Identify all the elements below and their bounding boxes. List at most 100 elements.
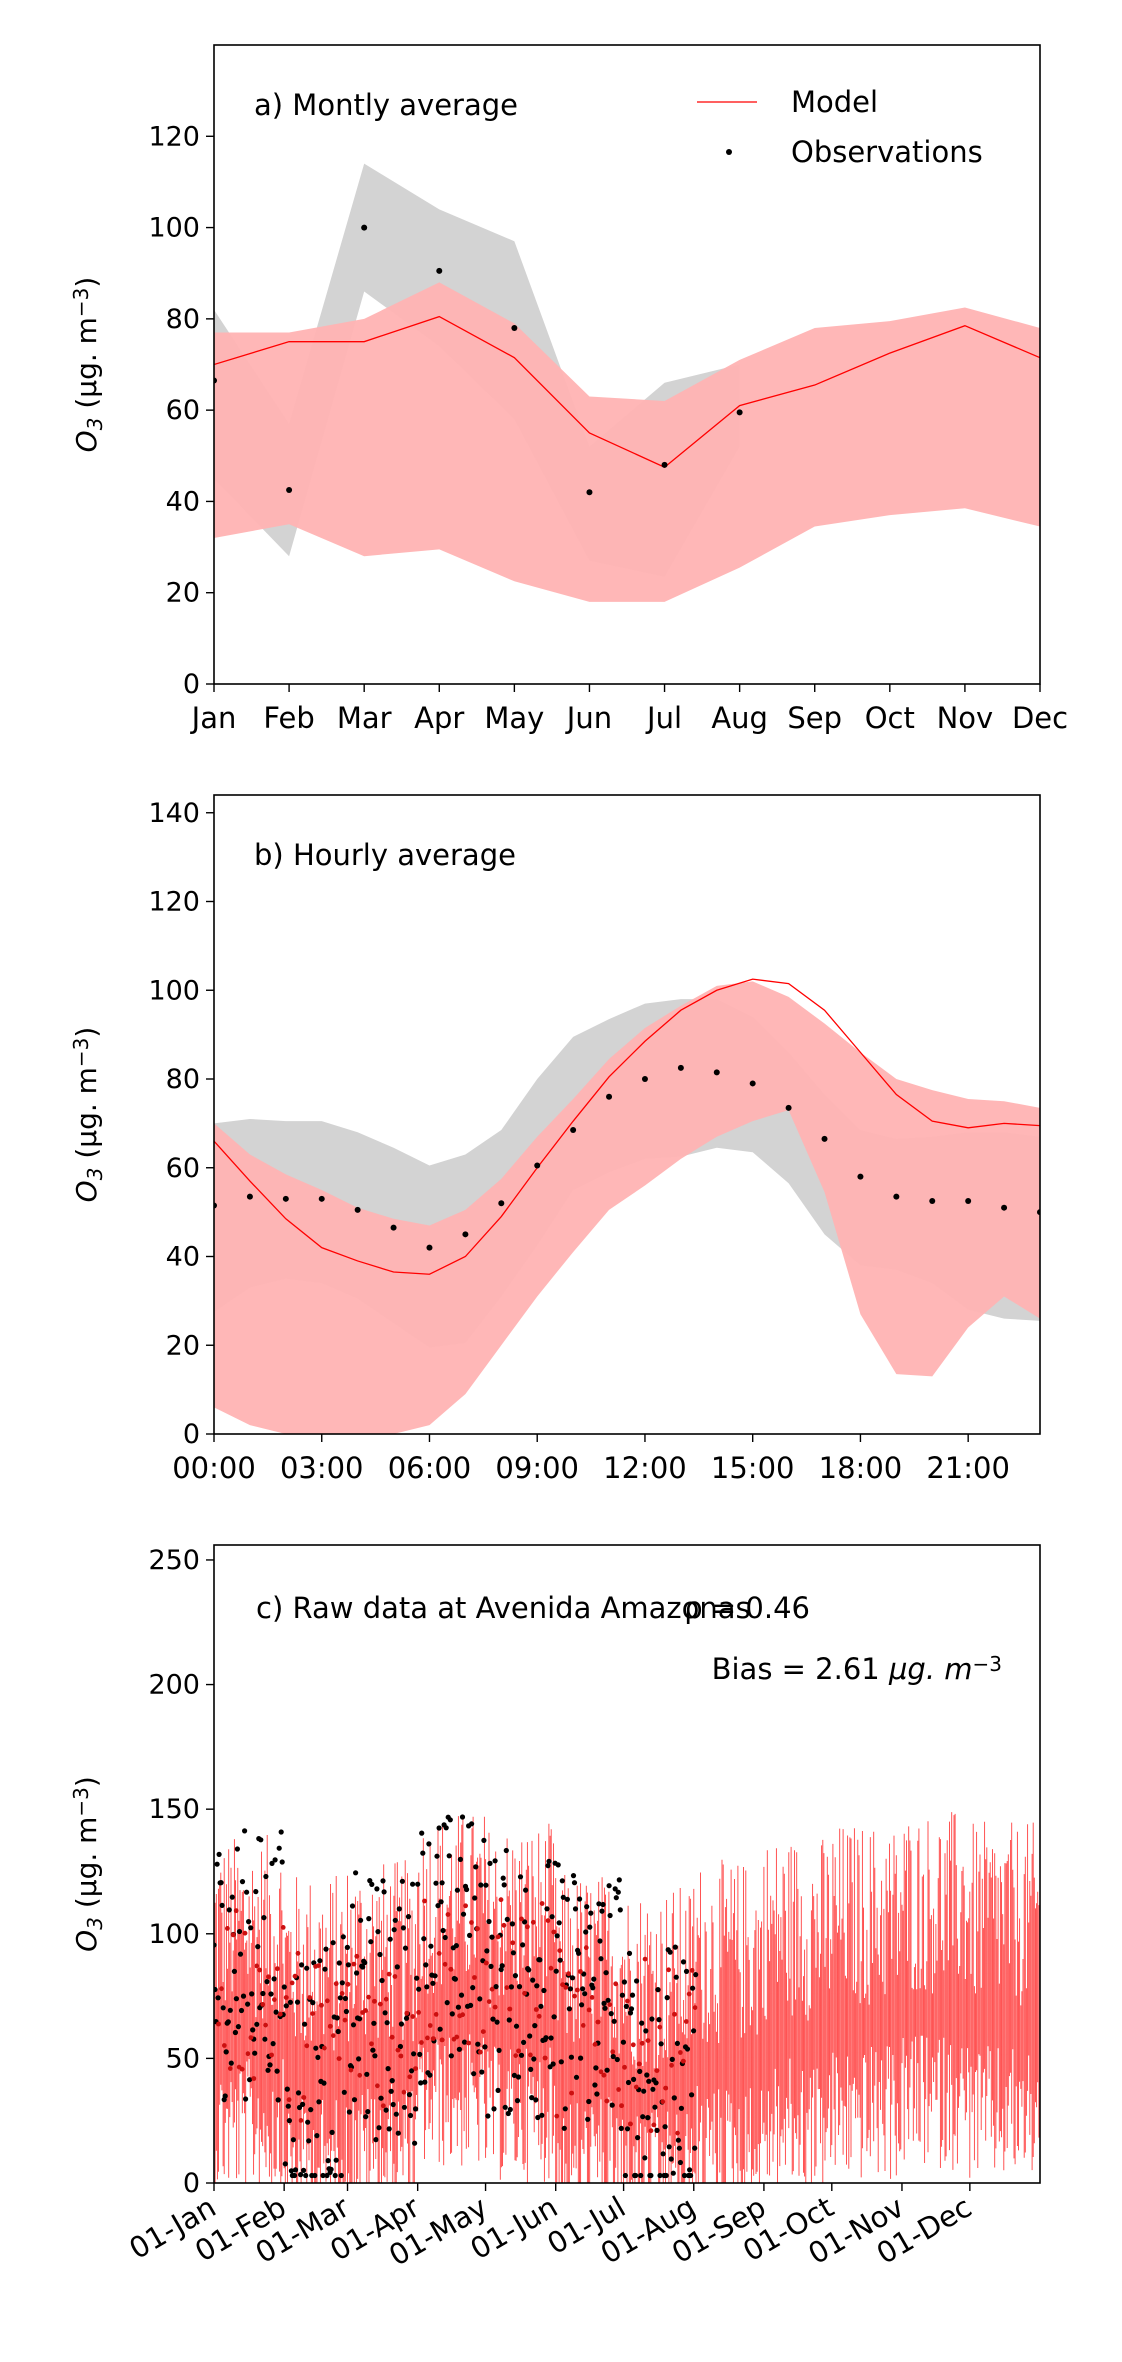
observation-point [402,1945,409,1951]
observation-point [384,2020,390,2026]
model-point [433,2012,439,2017]
model-point [578,1969,583,1974]
observation-point [340,1934,346,1940]
observation-point [358,1917,364,1923]
observation-point [586,489,593,496]
model-point [319,2002,324,2008]
model-point [483,1960,489,1966]
model-point [413,2066,418,2072]
observation-point [269,1860,275,1866]
observation-point [305,2119,311,2125]
observation-point [403,2015,410,2021]
model-point [448,1966,454,1972]
model-point [510,1940,516,1946]
model-point [366,1994,371,2000]
panel-a-monthly-average: 0 20 40 60 80 100 120 Jan Feb Mar Apr May Jun Jul Aug S… [69,44,1068,735]
observation-point [363,2114,369,2120]
observation-point [546,1858,552,1864]
y-axis-label-part: O [70,1930,103,1952]
model-point [533,2007,539,2012]
y-tick-label: 40 [166,1242,200,1273]
observation-point [893,1193,900,1200]
observation-point [302,2021,308,2027]
observation-point [582,1991,588,1997]
model-point [430,2036,436,2041]
correlation-label: ρ = 0.46 [684,1591,810,1625]
observation-point [643,2028,649,2034]
observation-point [736,409,743,416]
observation-point [419,1830,425,1836]
observation-point [411,2051,417,2057]
observation-point [662,2124,668,2130]
observation-point [586,2098,592,2105]
model-point [651,2122,657,2128]
model-point [489,1986,495,1992]
observation-point [393,2111,399,2117]
observation-point [252,2050,258,2056]
model-point [466,2040,471,2046]
observation-point [1001,1204,1008,1211]
observation-point [555,1862,561,1868]
observation-point [223,2049,229,2055]
observation-point [345,1962,351,1968]
observation-point [621,1979,628,1985]
y-axis-label: O3 (μg. m−3) [69,1776,107,1952]
y-tick-label: 80 [166,1064,200,1095]
observation-point [615,1889,621,1895]
model-point [689,1968,695,1973]
observation-point [373,2137,379,2143]
observation-point [532,2023,538,2029]
observation-point [274,2068,280,2074]
panel-c-raw-data: 05010015020025001-Jan01-Feb01-Mar01-Apr0… [69,1544,1041,2273]
observation-point [300,2101,306,2107]
observation-point [317,1958,323,1964]
y-tick-label: 120 [148,887,200,918]
model-point [351,1961,357,1967]
axes-frame [213,1544,1041,2184]
model-point [663,2085,669,2091]
observation-point [364,2071,370,2077]
observation-point [371,2020,377,2026]
model-point [392,1974,398,1979]
legend-observations-marker [726,149,732,155]
observation-point [597,1938,603,1944]
observation-point [377,1951,383,1958]
panel-label: c) Raw data at Avenida Amazonas [256,1591,751,1625]
observation-point [614,2056,620,2063]
model-point [439,2037,445,2043]
observation-point [477,1996,483,2002]
model-point [301,2095,307,2100]
observation-point [483,1882,489,1888]
observation-point [541,1987,547,1994]
model-point [363,2008,368,2013]
observation-point [520,1942,526,1948]
model-point [427,2023,433,2028]
plot-area [214,163,1040,602]
model-point [660,2099,666,2105]
observation-point [468,2002,474,2008]
model-point [407,2074,413,2080]
observation-point [496,2047,502,2053]
observation-point [380,1878,386,1884]
observation-point [449,2011,455,2017]
model-point [369,2041,374,2047]
observation-point [609,2102,615,2108]
observation-point [502,2104,508,2110]
observation-point [626,1950,633,1956]
observation-point [460,1911,467,1917]
observation-point [669,2056,675,2062]
observation-point [570,1127,577,1134]
observation-point [262,2036,268,2042]
y-tick-label: 250 [148,1545,200,1576]
observation-point [394,1964,400,1970]
model-point [569,2090,574,2096]
model-point [307,1995,313,2000]
model-point [542,2055,548,2061]
observation-point [330,1940,336,1946]
observation-point [423,1962,429,1968]
observation-point [440,1927,446,1934]
observation-point [713,1069,720,1076]
observation-point [295,2090,302,2096]
observation-point [553,1968,559,1974]
observation-point [684,2046,691,2052]
